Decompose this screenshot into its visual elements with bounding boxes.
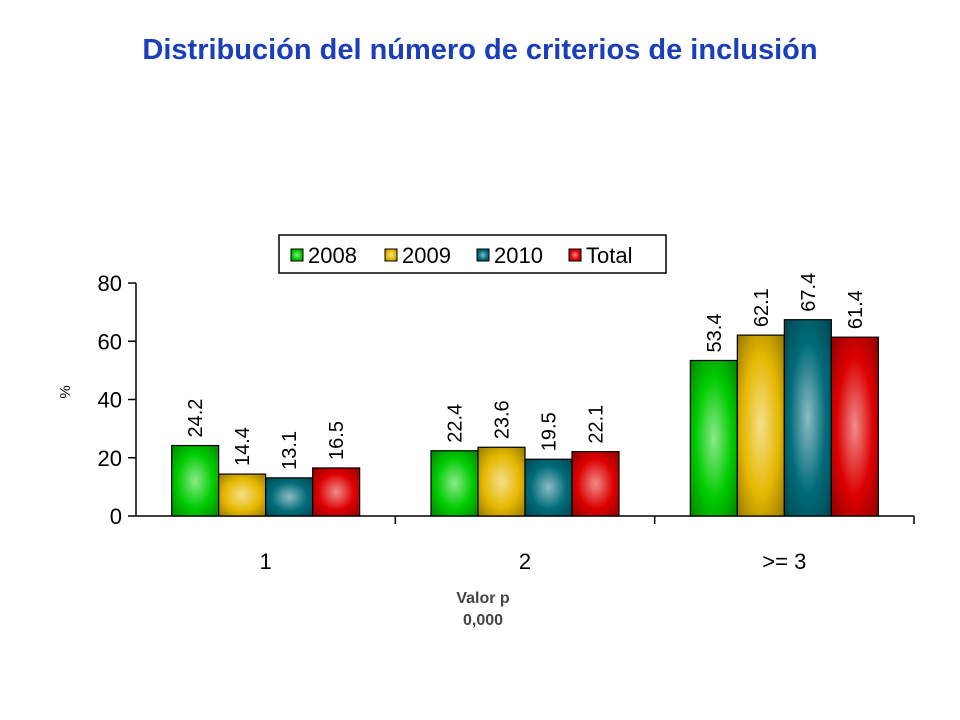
data-label: 53.4	[704, 314, 726, 353]
bars	[171, 319, 879, 517]
data-label: 14.4	[232, 427, 254, 466]
data-label: 23.6	[492, 400, 514, 439]
bar-2008-1	[171, 444, 220, 517]
data-label: 19.5	[539, 412, 561, 451]
data-labels: 24.2 14.4 13.1 16.5 22.4 23.6 19.5 22.1 53.4 62.1…	[185, 273, 867, 470]
bar-2009-1	[218, 473, 267, 517]
data-label: 67.4	[798, 273, 820, 312]
bar-2008-3	[689, 359, 738, 517]
y-tick-label: 80	[98, 271, 122, 296]
y-tick-label: 20	[98, 446, 122, 471]
y-axis-label: %	[57, 385, 74, 398]
data-label: 24.2	[185, 399, 207, 438]
p-value-label: Valor p	[456, 590, 510, 607]
data-label: 13.1	[279, 431, 301, 470]
legend-box	[278, 234, 667, 274]
data-label: 62.1	[751, 288, 773, 327]
legend: 2008 2009 2010 Total	[278, 234, 667, 274]
x-tick-label: 2	[519, 549, 531, 574]
x-tick-label: 1	[260, 549, 272, 574]
data-label: 22.1	[586, 405, 608, 444]
data-label: 61.4	[845, 290, 867, 329]
legend-swatch	[476, 248, 490, 262]
legend-label: 2010	[494, 243, 543, 268]
bar-2010-2	[524, 458, 573, 517]
y-tick-label: 0	[110, 504, 122, 529]
bar-2009-3	[736, 334, 785, 517]
bar-total-3	[830, 336, 879, 517]
legend-swatch	[290, 248, 304, 262]
y-tick-label: 40	[98, 388, 122, 413]
legend-label: 2008	[308, 243, 357, 268]
bar-2008-2	[430, 450, 479, 517]
legend-label: Total	[586, 243, 632, 268]
bar-2010-3	[783, 319, 832, 517]
chart-title: Distribución del número de criterios de …	[142, 34, 818, 66]
bar-total-2	[571, 451, 620, 517]
legend-swatch	[568, 248, 582, 262]
bar-total-1	[312, 467, 361, 517]
data-label: 16.5	[326, 421, 348, 460]
bar-2010-1	[265, 477, 314, 517]
y-tick-label: 60	[98, 329, 122, 354]
legend-swatch	[384, 248, 398, 262]
data-label: 22.4	[445, 404, 467, 443]
p-value: 0,000	[462, 612, 504, 629]
legend-label: 2009	[402, 243, 451, 268]
bar-2009-2	[477, 446, 526, 517]
x-tick-label: >= 3	[762, 549, 806, 574]
